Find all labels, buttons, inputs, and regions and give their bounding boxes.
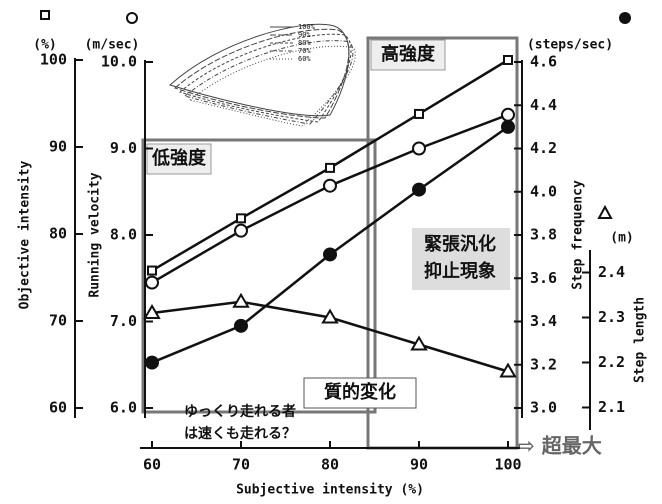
inset-diagram	[170, 24, 355, 126]
y-axis-title: Running velocity	[88, 172, 103, 297]
y-tick-label: 4.6	[530, 53, 557, 71]
marker	[415, 110, 423, 118]
x-tick-label: 90	[410, 456, 428, 474]
y-tick-label: 9.0	[110, 139, 137, 157]
annotation: 低強度	[151, 147, 207, 169]
y-tick-label: 90	[49, 138, 67, 156]
y-axis-unit: (steps/sec)	[527, 38, 613, 53]
annotation: ⇨ 超最大	[518, 434, 602, 458]
marker	[324, 180, 336, 192]
legend-label: 60%	[298, 55, 311, 63]
y-axis-unit: (m/sec)	[85, 38, 140, 53]
y-tick-label: 10.0	[101, 53, 137, 71]
marker	[146, 357, 158, 369]
x-tick-label: 60	[143, 456, 161, 474]
marker	[413, 143, 425, 155]
marker	[234, 295, 248, 307]
marker	[148, 267, 156, 275]
marker	[502, 109, 514, 121]
x-tick-label: 70	[232, 456, 250, 474]
y-tick-label: 8.0	[110, 226, 137, 244]
annotation: 抑止現象	[424, 260, 496, 282]
y-tick-label: 3.0	[530, 399, 557, 417]
y-axis-title: Step length	[633, 297, 648, 383]
annotation: 質的変化	[324, 381, 396, 403]
axis-symbol	[127, 13, 137, 23]
marker	[235, 225, 247, 237]
y-tick-label: 80	[49, 225, 67, 243]
x-tick-label: 100	[494, 456, 521, 474]
y-axis-unit: (m)	[610, 231, 633, 246]
legend-label: 90%	[298, 31, 311, 39]
marker	[146, 277, 158, 289]
axis-symbol	[619, 12, 631, 24]
x-axis-title: Subjective intensity (%)	[236, 483, 424, 498]
y-tick-label: 2.4	[598, 263, 625, 281]
annotation: は速くも走れる？	[184, 425, 296, 442]
y-axis-unit: (%)	[33, 38, 56, 53]
y-tick-label: 7.0	[110, 312, 137, 330]
marker	[235, 320, 247, 332]
axis-symbol	[599, 207, 611, 218]
marker	[504, 56, 512, 64]
marker	[237, 214, 245, 222]
marker	[324, 248, 336, 260]
annotation: ゆっくり走れる者	[184, 404, 296, 420]
y-tick-label: 2.1	[598, 398, 625, 416]
y-tick-label: 2.2	[598, 353, 625, 371]
legend-label: 80%	[298, 39, 311, 47]
legend-label: 100%	[298, 23, 316, 31]
marker	[502, 121, 514, 133]
y-tick-label: 4.2	[530, 139, 557, 157]
y-axis-title: Objective intensity	[18, 160, 33, 309]
chart: 低強度 高強度 緊張汎化 抑止現象 質的変化 ゆっくり走れる者 は速くも走れる？…	[0, 0, 662, 504]
legend-label: 70%	[298, 47, 311, 55]
y-tick-label: 4.4	[530, 96, 557, 114]
marker	[326, 164, 334, 172]
y-tick-label: 2.3	[598, 308, 625, 326]
marker	[413, 184, 425, 196]
y-tick-label: 4.0	[530, 182, 557, 200]
annotation: 高強度	[381, 43, 436, 65]
y-tick-label: 3.4	[530, 312, 557, 330]
y-tick-label: 60	[49, 399, 67, 417]
x-tick-label: 80	[321, 456, 339, 474]
y-tick-label: 100	[40, 51, 67, 69]
y-tick-label: 3.2	[530, 355, 557, 373]
y-tick-label: 3.6	[530, 269, 557, 287]
y-tick-label: 3.8	[530, 226, 557, 244]
y-tick-label: 70	[49, 312, 67, 330]
annotation: 緊張汎化	[424, 233, 496, 255]
axis-symbol	[41, 11, 49, 19]
y-tick-label: 6.0	[110, 399, 137, 417]
